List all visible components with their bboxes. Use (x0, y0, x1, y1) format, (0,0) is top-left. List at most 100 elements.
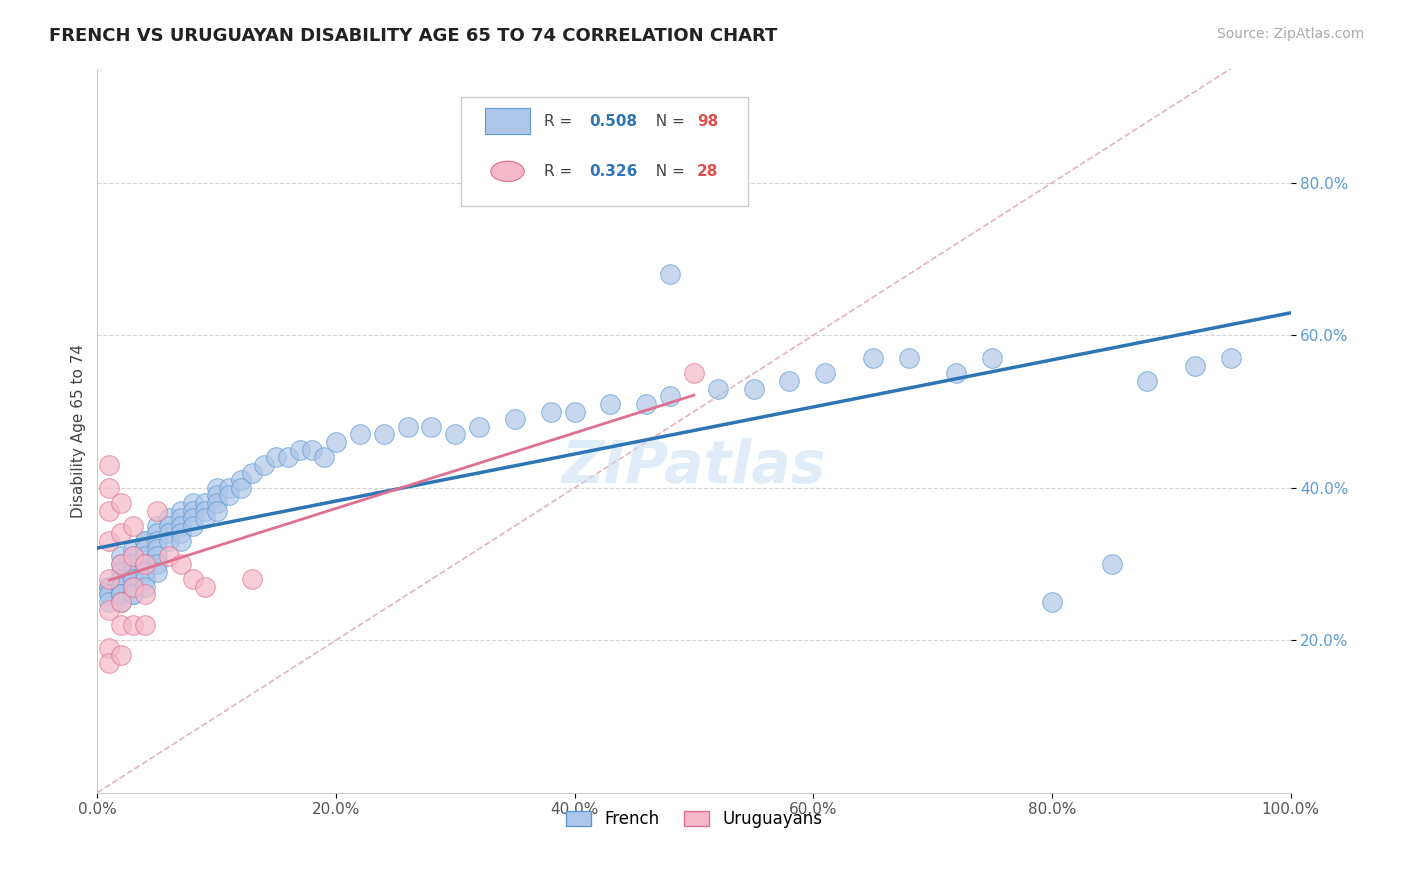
Point (181, 572, 204, 586)
Y-axis label: Disability Age 65 to 74: Disability Age 65 to 74 (72, 343, 86, 517)
Point (110, 580, 132, 594)
Text: R =: R = (544, 113, 578, 128)
Point (98, 458, 121, 472)
Point (683, 367, 706, 381)
Point (110, 526, 132, 541)
Point (157, 526, 180, 541)
Point (564, 404, 586, 418)
Point (181, 503, 204, 517)
Point (981, 351, 1004, 366)
Point (242, 466, 264, 480)
Point (134, 580, 156, 594)
Point (122, 618, 145, 632)
Point (134, 618, 156, 632)
Point (862, 351, 884, 366)
Point (146, 565, 169, 579)
Point (134, 557, 156, 571)
Point (897, 351, 920, 366)
Text: 0.508: 0.508 (589, 113, 638, 128)
Point (312, 450, 335, 465)
Point (122, 557, 145, 571)
Text: FRENCH VS URUGUAYAN DISABILITY AGE 65 TO 74 CORRELATION CHART: FRENCH VS URUGUAYAN DISABILITY AGE 65 TO… (49, 27, 778, 45)
Point (110, 580, 132, 594)
Point (325, 435, 347, 450)
Point (134, 534, 156, 549)
Text: N =: N = (645, 164, 689, 179)
Point (157, 519, 180, 533)
Point (98, 572, 121, 586)
Point (98, 587, 121, 601)
Point (945, 367, 967, 381)
Point (636, 397, 658, 411)
Point (1184, 359, 1206, 373)
Point (218, 481, 240, 495)
Point (110, 587, 132, 601)
Text: Source: ZipAtlas.com: Source: ZipAtlas.com (1216, 27, 1364, 41)
Point (170, 511, 193, 525)
Text: 0.326: 0.326 (589, 164, 638, 179)
Point (110, 648, 132, 663)
Point (134, 549, 156, 564)
Point (170, 519, 193, 533)
Point (98, 580, 121, 594)
Point (110, 565, 132, 579)
Point (229, 473, 252, 487)
Point (540, 404, 562, 418)
Text: N =: N = (645, 113, 689, 128)
Point (134, 541, 156, 556)
Point (122, 580, 145, 594)
Point (503, 412, 526, 426)
Point (122, 572, 145, 586)
Point (98, 534, 121, 549)
Point (146, 557, 169, 571)
Point (181, 519, 204, 533)
Point (266, 450, 288, 465)
Point (146, 534, 169, 549)
Text: ZIPatlas: ZIPatlas (562, 438, 827, 495)
Text: 98: 98 (697, 113, 718, 128)
Point (122, 587, 145, 601)
Point (134, 557, 156, 571)
Point (110, 618, 132, 632)
Point (444, 427, 467, 442)
Point (205, 488, 228, 502)
Point (277, 450, 299, 465)
Point (242, 572, 264, 586)
Point (146, 519, 169, 533)
Point (110, 587, 132, 601)
Point (599, 397, 621, 411)
Point (1101, 557, 1123, 571)
Point (194, 580, 217, 594)
Point (170, 526, 193, 541)
Point (170, 557, 193, 571)
Point (98, 595, 121, 609)
Point (122, 587, 145, 601)
Point (157, 549, 180, 564)
Point (778, 374, 800, 388)
Point (659, 268, 682, 282)
Point (181, 496, 204, 510)
Point (194, 503, 217, 517)
Point (1040, 595, 1063, 609)
Point (134, 557, 156, 571)
Point (742, 382, 765, 396)
Point (349, 427, 371, 442)
Point (659, 389, 682, 403)
Point (98, 640, 121, 655)
Point (170, 503, 193, 517)
Text: 28: 28 (697, 164, 718, 179)
Point (468, 419, 491, 434)
Point (146, 526, 169, 541)
Point (301, 442, 323, 457)
Circle shape (491, 161, 524, 181)
Point (194, 511, 217, 525)
Legend: French, Uruguayans: French, Uruguayans (560, 804, 830, 835)
Point (134, 572, 156, 586)
Point (146, 541, 169, 556)
Point (134, 587, 156, 601)
Point (110, 496, 132, 510)
Point (134, 534, 156, 549)
Point (205, 481, 228, 495)
Point (157, 511, 180, 525)
Point (122, 541, 145, 556)
